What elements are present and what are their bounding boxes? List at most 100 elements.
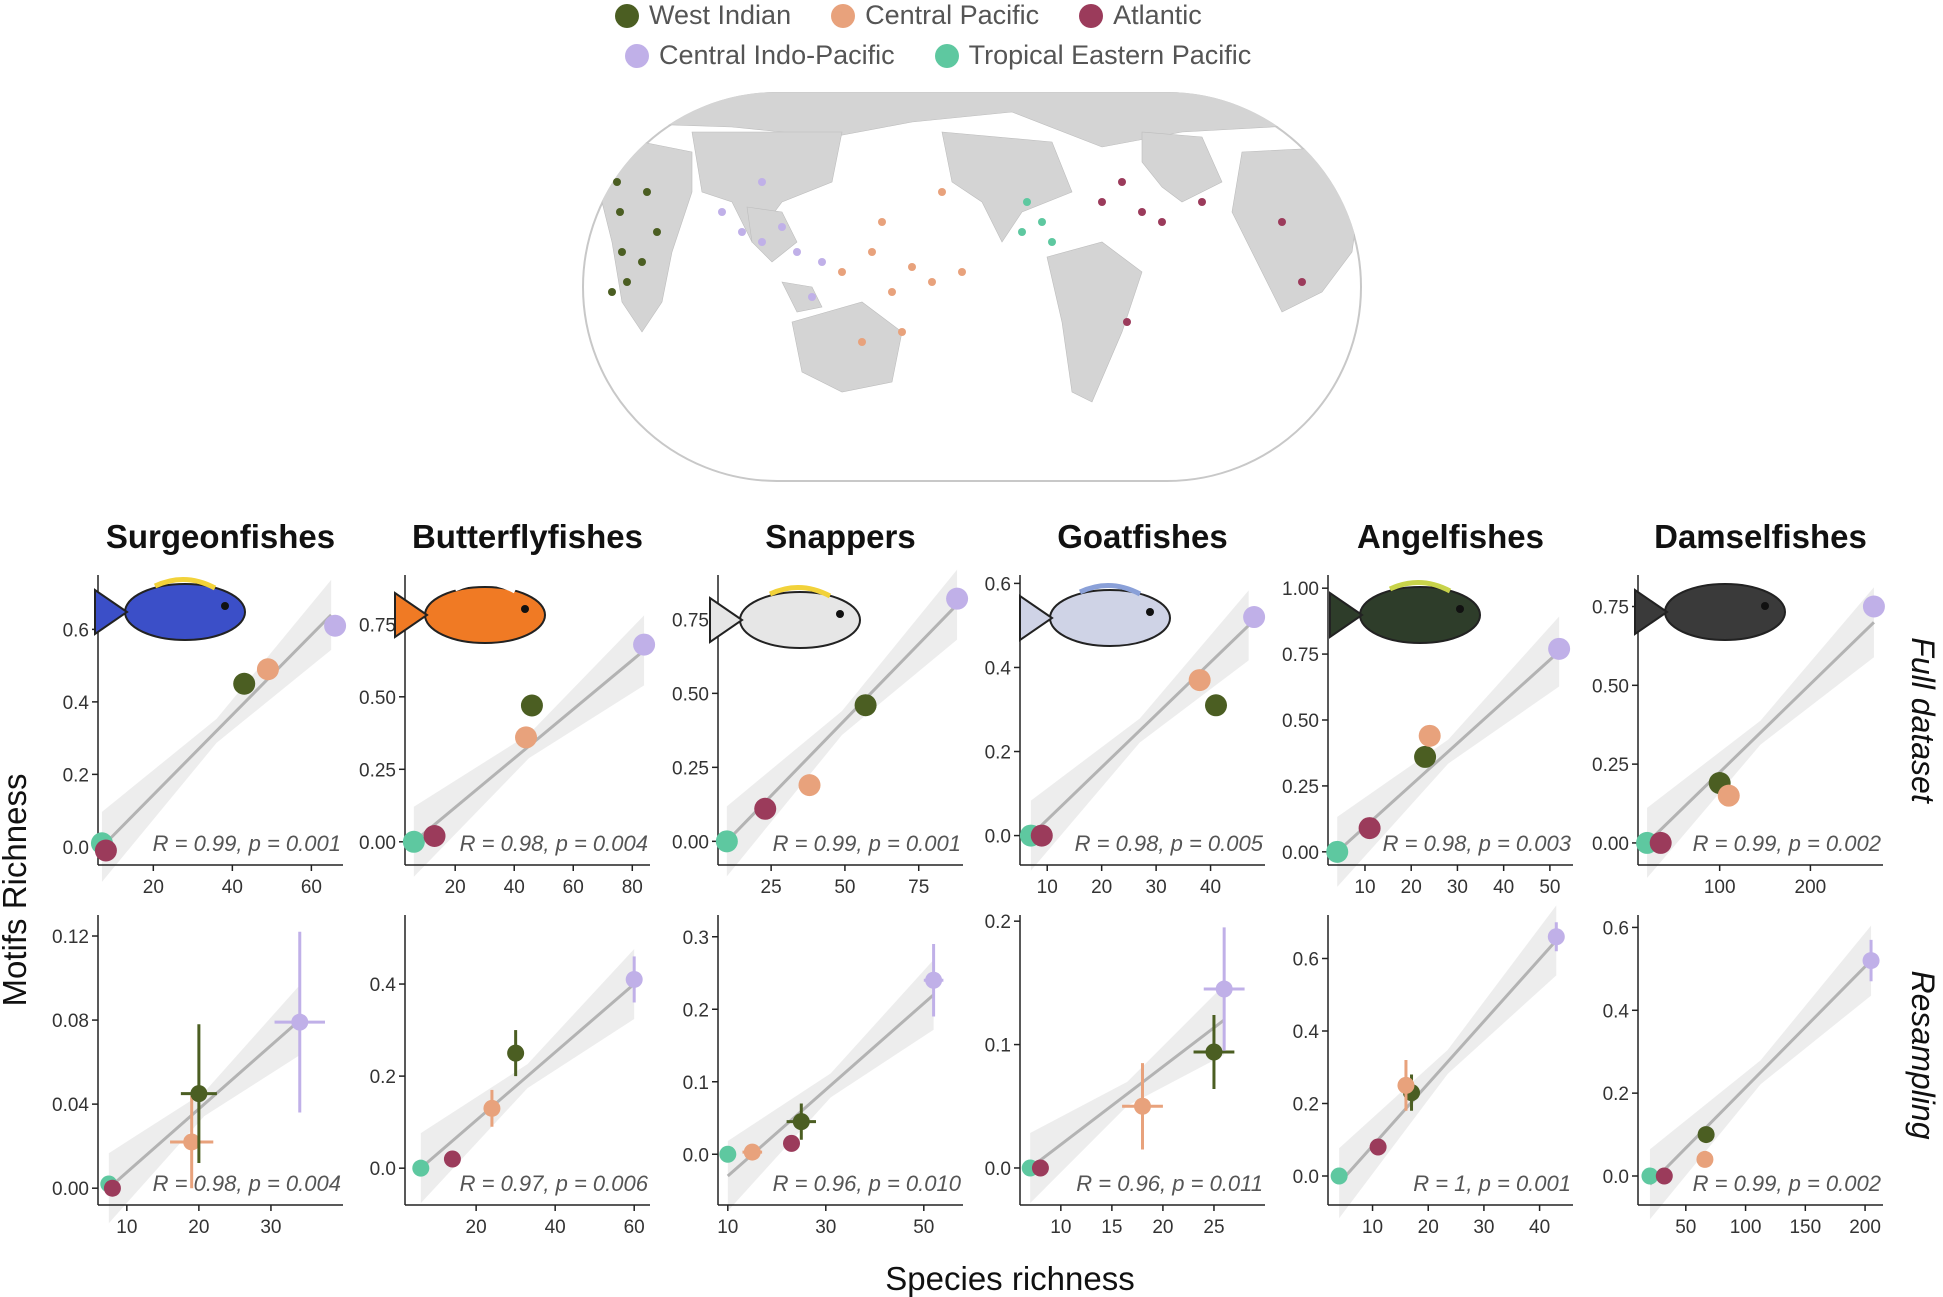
legend-row-1: West Indian Central Pacific Atlantic [615, 0, 1202, 31]
data-point-central-indo-pacific [946, 587, 969, 610]
y-tick-label: 0.2 [1293, 1095, 1319, 1116]
x-tick-label: 75 [908, 877, 929, 898]
data-point-central-indo-pacific [925, 971, 943, 989]
legend-label: Central Indo-Pacific [659, 40, 895, 70]
legend: West Indian Central Pacific Atlantic Centr… [0, 0, 1943, 80]
y-tick-label: 0.75 [1592, 598, 1629, 619]
panel-angelfishes-resampling: 0.0 0.2 0.4 0.6 10 20 30 40 R = 1, p = 0.001 [1293, 905, 1573, 1238]
y-tick-label: 0.25 [1592, 755, 1629, 776]
panel-title: Snappers [765, 518, 915, 555]
fish-body [424, 586, 546, 644]
y-tick-label: 0.04 [52, 1095, 89, 1116]
fish-tail [1329, 591, 1364, 639]
data-point-atlantic [443, 1150, 461, 1168]
legend-swatch [934, 43, 959, 68]
x-tick-label: 20 [143, 877, 164, 898]
y-tick-label: 0.4 [63, 693, 90, 714]
y-axis-title: Motifs Richness [0, 774, 33, 1007]
regression-line [1029, 1018, 1226, 1170]
data-point-central-pacific [1134, 1097, 1151, 1115]
x-tick-label: 80 [622, 877, 643, 898]
data-point-atlantic [1655, 1167, 1673, 1185]
data-point-atlantic [783, 1134, 800, 1152]
y-tick-label: 0.6 [1603, 918, 1629, 939]
y-tick-label: 0.4 [985, 658, 1012, 679]
fish-tail [1634, 588, 1669, 636]
y-tick-label: 0.12 [52, 927, 89, 948]
y-tick-label: 0.00 [1592, 834, 1629, 855]
y-tick-label: 0.75 [359, 615, 396, 636]
world-map [582, 92, 1362, 482]
y-tick-label: 0.2 [985, 912, 1011, 933]
x-tick-label: 10 [116, 1217, 137, 1238]
x-tick-label: 40 [504, 877, 525, 898]
y-tick-label: 0.6 [985, 574, 1011, 595]
x-tick-label: 10 [1354, 877, 1375, 898]
stats-annotation: R = 0.98, p = 0.004 [460, 831, 648, 856]
stats-annotation: R = 0.98, p = 0.003 [1383, 831, 1572, 856]
data-point-atlantic [94, 839, 117, 862]
butterflyfish-icon [394, 579, 546, 644]
x-tick-label: 10 [1037, 877, 1058, 898]
legend-item-west-indian: West Indian [615, 0, 791, 31]
data-point-central-indo-pacific [1548, 637, 1571, 660]
x-tick-label: 30 [815, 1217, 836, 1238]
data-point-atlantic [754, 797, 777, 820]
x-tick-label: 20 [1152, 1217, 1173, 1238]
fish-body [124, 583, 246, 641]
panel-damselfishes-resampling: 0.0 0.2 0.4 0.6 50 100 150 200 R = 0.99, p = 0.0… [1603, 915, 1883, 1238]
data-point-central-indo-pacific [1862, 952, 1880, 970]
panel-title: Angelfishes [1357, 518, 1544, 555]
y-tick-label: 0.0 [1603, 1167, 1629, 1188]
fish-tail [1019, 594, 1054, 642]
row-label-resampling: Resampling [1905, 971, 1941, 1140]
data-point-central-pacific [1397, 1076, 1415, 1094]
fish-tail [394, 591, 429, 639]
panel-title: Surgeonfishes [106, 518, 335, 555]
panel-snappers-resampling: 0.0 0.1 0.2 0.3 10 30 50 R = 0.96, p = 0.010 [683, 915, 963, 1238]
stats-annotation: R = 0.98, p = 0.005 [1075, 831, 1264, 856]
x-tick-label: 60 [563, 877, 584, 898]
x-tick-label: 15 [1101, 1217, 1122, 1238]
legend-swatch [625, 43, 649, 68]
x-tick-label: 200 [1795, 877, 1827, 898]
data-point-central-pacific [743, 1143, 761, 1161]
y-tick-label: 0.75 [672, 610, 709, 631]
x-tick-label: 150 [1789, 1217, 1821, 1238]
y-tick-label: 0.25 [1282, 777, 1319, 798]
panel-goatfishes-full-dataset: Goatfishes 0.0 0.2 0.4 0.6 10 20 30 40 R = 0.98, … [985, 518, 1266, 898]
regression-line [1029, 624, 1250, 837]
y-tick-label: 0.25 [672, 758, 709, 779]
x-tick-label: 50 [834, 877, 855, 898]
stats-annotation: R = 0.99, p = 0.001 [773, 831, 961, 856]
data-point-west-indian [1414, 745, 1437, 768]
goatfish-icon [1019, 582, 1171, 647]
data-point-tropical-eastern-pacific [715, 830, 738, 853]
data-point-tropical-eastern-pacific [719, 1145, 737, 1163]
data-point-atlantic [1649, 831, 1672, 854]
data-point-west-indian [233, 672, 256, 695]
fish-stripe [1388, 579, 1452, 594]
y-tick-label: 0.00 [1282, 843, 1319, 864]
fish-body [1359, 586, 1481, 644]
x-tick-label: 10 [717, 1217, 738, 1238]
regression-line [100, 613, 333, 848]
data-point-central-pacific [798, 774, 821, 797]
y-tick-label: 0.4 [1293, 1022, 1320, 1043]
regression-line [726, 993, 935, 1178]
x-tick-label: 20 [1401, 877, 1422, 898]
data-point-central-indo-pacific [625, 970, 643, 988]
x-tick-label: 40 [1529, 1217, 1550, 1238]
y-tick-label: 0.08 [52, 1011, 89, 1032]
panel-butterflyfishes-resampling: 0.0 0.2 0.4 20 40 60 R = 0.97, p = 0.006 [370, 915, 650, 1238]
fish-stripe [153, 576, 217, 591]
stats-annotation: R = 0.99, p = 0.001 [153, 831, 341, 856]
x-tick-label: 50 [1539, 877, 1560, 898]
fish-body [739, 591, 861, 649]
data-point-west-indian [507, 1044, 525, 1062]
legend-item-atlantic: Atlantic [1079, 0, 1202, 31]
x-tick-label: 25 [761, 877, 782, 898]
x-tick-label: 25 [1203, 1217, 1224, 1238]
y-tick-label: 0.3 [683, 928, 709, 949]
legend-label: Central Pacific [865, 0, 1040, 30]
